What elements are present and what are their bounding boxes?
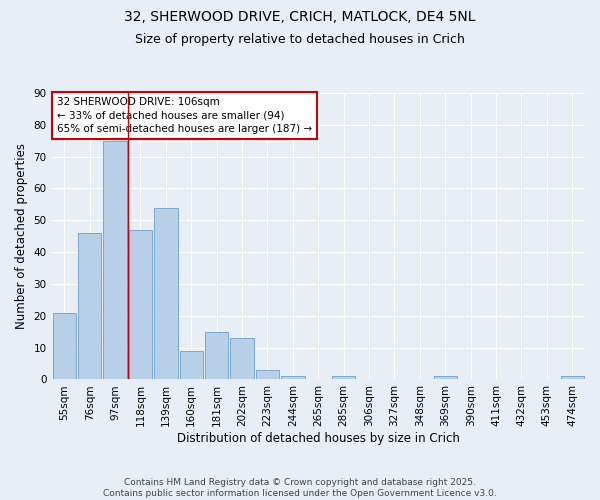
X-axis label: Distribution of detached houses by size in Crich: Distribution of detached houses by size … (177, 432, 460, 445)
Bar (53, 312, 76, 380)
Bar (129, 230, 152, 380)
Bar (434, 376, 457, 380)
Bar (154, 208, 178, 380)
Text: 32 SHERWOOD DRIVE: 106sqm
← 33% of detached houses are smaller (94)
65% of semi-: 32 SHERWOOD DRIVE: 106sqm ← 33% of detac… (57, 98, 312, 134)
Bar (281, 376, 305, 380)
Bar (560, 376, 584, 380)
Text: Size of property relative to detached houses in Crich: Size of property relative to detached ho… (135, 32, 465, 46)
Bar (205, 332, 229, 380)
Bar (256, 370, 279, 380)
Bar (332, 376, 355, 380)
Bar (103, 140, 127, 380)
Bar (230, 338, 254, 380)
Bar (179, 351, 203, 380)
Y-axis label: Number of detached properties: Number of detached properties (15, 143, 28, 329)
Text: Contains HM Land Registry data © Crown copyright and database right 2025.
Contai: Contains HM Land Registry data © Crown c… (103, 478, 497, 498)
Text: 32, SHERWOOD DRIVE, CRICH, MATLOCK, DE4 5NL: 32, SHERWOOD DRIVE, CRICH, MATLOCK, DE4 … (124, 10, 476, 24)
Bar (78, 233, 101, 380)
